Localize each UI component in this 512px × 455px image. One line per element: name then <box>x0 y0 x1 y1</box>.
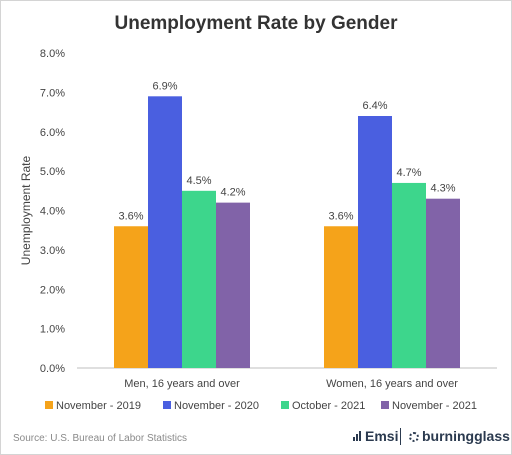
y-tick-label: 2.0% <box>40 284 65 296</box>
source-note: Source: U.S. Bureau of Labor Statistics <box>13 433 187 444</box>
y-tick-label: 5.0% <box>40 166 65 178</box>
bar-data-label: 3.6% <box>328 210 353 222</box>
bar <box>114 226 148 368</box>
legend-label: October - 2021 <box>292 400 365 412</box>
y-tick-label: 8.0% <box>40 48 65 60</box>
y-tick-label: 3.0% <box>40 245 65 257</box>
y-tick-label: 0.0% <box>40 363 65 375</box>
emsi-logo-text: Emsi <box>365 428 399 444</box>
bar <box>358 116 392 368</box>
bar <box>148 96 182 368</box>
y-tick-label: 7.0% <box>40 87 65 99</box>
bar-data-label: 3.6% <box>118 210 143 222</box>
y-tick-label: 4.0% <box>40 206 65 218</box>
legend-swatch <box>281 401 289 409</box>
bar-data-label: 6.9% <box>152 80 177 92</box>
emsi-brand: Emsi <box>353 428 398 444</box>
bar-data-label: 4.2% <box>220 187 245 199</box>
bar-data-label: 6.4% <box>362 100 387 112</box>
brand-divider <box>400 428 401 445</box>
bar-data-label: 4.3% <box>430 183 455 195</box>
legend-swatch <box>163 401 171 409</box>
bar <box>426 198 460 368</box>
legend-swatch <box>381 401 389 409</box>
burningglass-logo-text: burningglass <box>422 428 510 444</box>
x-category-label: Women, 16 years and over <box>326 378 458 390</box>
legend-label: November - 2021 <box>392 400 477 412</box>
y-tick-label: 6.0% <box>40 127 65 139</box>
legend-swatch <box>45 401 53 409</box>
bar <box>216 202 250 368</box>
burningglass-brand: burningglass <box>409 428 510 444</box>
x-category-label: Men, 16 years and over <box>124 378 240 390</box>
bar-signal-icon <box>353 428 362 444</box>
chart-canvas: Unemployment Rate by Gender Unemployment … <box>19 13 497 412</box>
y-axis-label: Unemployment Rate <box>19 155 33 265</box>
bar <box>182 190 216 368</box>
bar-data-label: 4.7% <box>396 167 421 179</box>
legend-label: November - 2019 <box>56 400 141 412</box>
chart-title: Unemployment Rate by Gender <box>115 13 399 34</box>
bar <box>392 182 426 368</box>
legend-label: November - 2020 <box>174 400 259 412</box>
bar-data-label: 4.5% <box>186 175 211 187</box>
bar <box>324 226 358 368</box>
gear-icon <box>409 432 419 442</box>
y-tick-label: 1.0% <box>40 324 65 336</box>
